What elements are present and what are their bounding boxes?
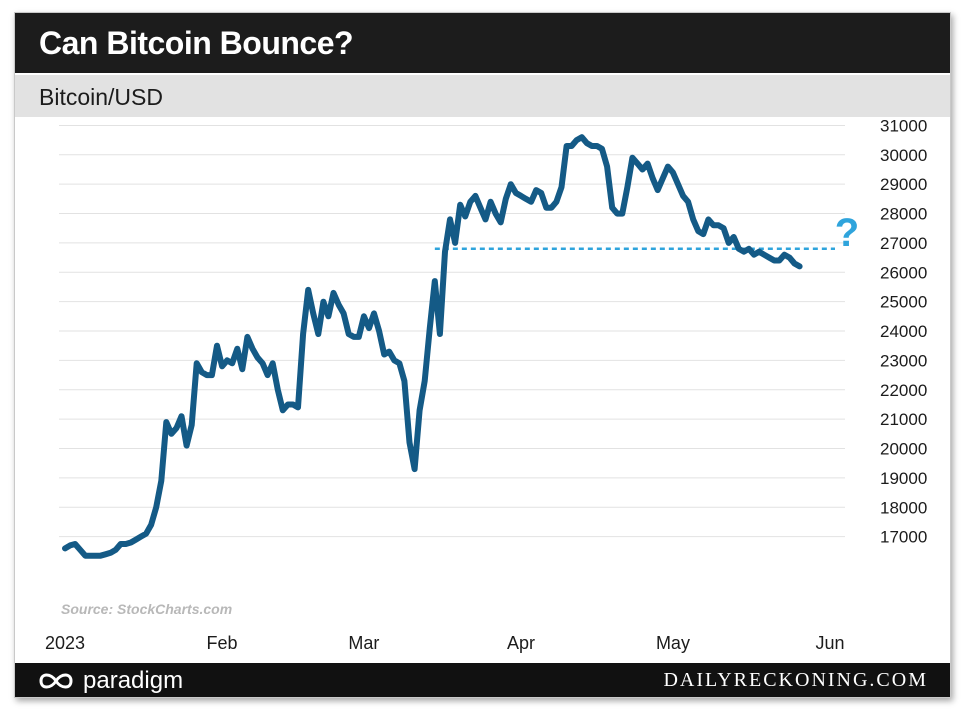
- y-tick-label: 21000: [880, 410, 927, 429]
- y-tick-label: 20000: [880, 440, 927, 459]
- y-tick-label: 27000: [880, 234, 927, 253]
- x-tick-label: Jun: [815, 633, 844, 653]
- grid-lines: [59, 124, 845, 538]
- y-tick-label: 29000: [880, 175, 927, 194]
- question-mark-annotation: ?: [835, 211, 859, 255]
- y-tick-label: 18000: [880, 498, 927, 517]
- y-tick-label: 25000: [880, 293, 927, 312]
- y-tick-label: 23000: [880, 351, 927, 370]
- paradigm-logo: paradigm: [37, 667, 183, 695]
- source-note: Source: StockCharts.com: [61, 601, 233, 617]
- subtitle-bar: Bitcoin/USD: [15, 75, 950, 117]
- title-bar: Can Bitcoin Bounce?: [15, 13, 950, 73]
- y-axis-ticks: 17000 18000 19000 20000 21000 22000 23000 24000…: [880, 116, 927, 546]
- y-tick-label: 30000: [880, 146, 927, 165]
- daily-reckoning-wordmark: DAILYRECKONING.COM: [663, 669, 928, 691]
- chart-card: Can Bitcoin Bounce? Bitcoin/USD 17000 180…: [14, 12, 951, 698]
- y-tick-label: 17000: [880, 528, 927, 547]
- price-chart: 17000 18000 19000 20000 21000 22000 23000 24000…: [45, 116, 927, 653]
- x-tick-label: May: [656, 633, 690, 653]
- footer-bar: paradigm DAILYRECKONING.COM: [15, 663, 950, 697]
- y-tick-label: 24000: [880, 322, 927, 341]
- chart-subtitle: Bitcoin/USD: [39, 84, 163, 110]
- x-tick-label: Mar: [348, 633, 379, 653]
- y-tick-label: 31000: [880, 116, 927, 135]
- y-tick-label: 19000: [880, 469, 927, 488]
- x-tick-label: Feb: [207, 633, 238, 653]
- y-tick-label: 28000: [880, 205, 927, 224]
- infinity-icon: [39, 673, 73, 689]
- y-tick-label: 22000: [880, 381, 927, 400]
- paradigm-wordmark: paradigm: [83, 667, 184, 694]
- series-line: [62, 134, 803, 559]
- chart-title: Can Bitcoin Bounce?: [39, 25, 354, 61]
- x-tick-label: 2023: [45, 633, 85, 653]
- y-tick-label: 26000: [880, 263, 927, 282]
- x-axis-ticks: 2023 Feb Mar Apr May Jun: [45, 633, 845, 653]
- x-tick-label: Apr: [507, 633, 535, 653]
